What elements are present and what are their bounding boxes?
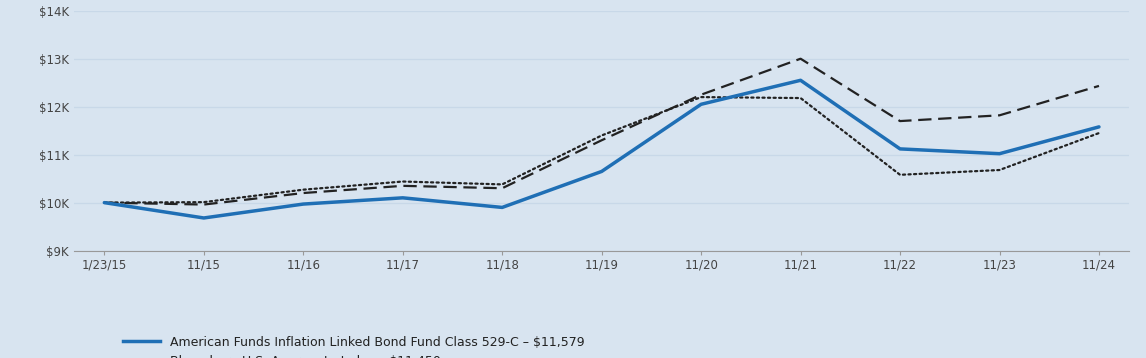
Legend: American Funds Inflation Linked Bond Fund Class 529-C – $11,579, Bloomberg U.S. : American Funds Inflation Linked Bond Fun… bbox=[123, 335, 654, 358]
